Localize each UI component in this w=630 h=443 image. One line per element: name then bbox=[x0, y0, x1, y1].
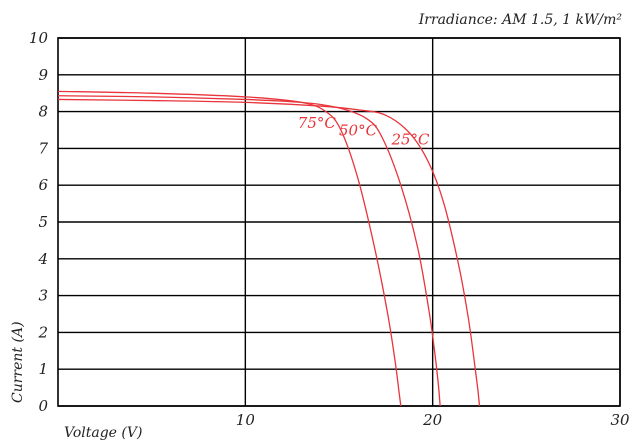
y-tick-label: 0 bbox=[38, 397, 48, 415]
series-label-1: 50°C bbox=[339, 122, 378, 140]
series-label-0: 25°C bbox=[390, 131, 430, 149]
plot-frame bbox=[57, 37, 621, 407]
series-line-1 bbox=[57, 95, 441, 407]
series-labels: 25°C 50°C75°C bbox=[298, 114, 430, 149]
y-tick-label: 5 bbox=[38, 213, 48, 231]
series-label-2: 75°C bbox=[298, 114, 337, 132]
x-tick-label: 20 bbox=[422, 411, 443, 429]
x-axis-ticks: 10 20 30 bbox=[236, 411, 630, 429]
y-tick-label: 9 bbox=[38, 66, 48, 84]
x-axis-title: Voltage (V) bbox=[64, 425, 142, 441]
y-axis-ticks: 0 1 2 3 4 5 6 7 8 9 10 bbox=[29, 29, 49, 415]
y-tick-label: 4 bbox=[37, 250, 48, 268]
y-tick-label: 8 bbox=[38, 103, 48, 121]
x-tick-label: 30 bbox=[610, 411, 630, 429]
x-tick-label: 10 bbox=[236, 411, 256, 429]
y-axis-title: Current (A) bbox=[10, 321, 26, 403]
y-tick-label: 3 bbox=[38, 287, 48, 305]
series-lines bbox=[57, 90, 481, 407]
series-line-0 bbox=[57, 98, 481, 407]
y-tick-label: 7 bbox=[38, 139, 48, 157]
irradiance-annotation: Irradiance: AM 1.5, 1 kW/m² bbox=[418, 12, 623, 28]
y-tick-label: 6 bbox=[38, 176, 48, 194]
y-tick-label: 2 bbox=[37, 323, 48, 341]
y-tick-label: 10 bbox=[29, 29, 49, 47]
y-tick-label: 1 bbox=[38, 360, 48, 378]
series-line-2 bbox=[57, 90, 402, 407]
